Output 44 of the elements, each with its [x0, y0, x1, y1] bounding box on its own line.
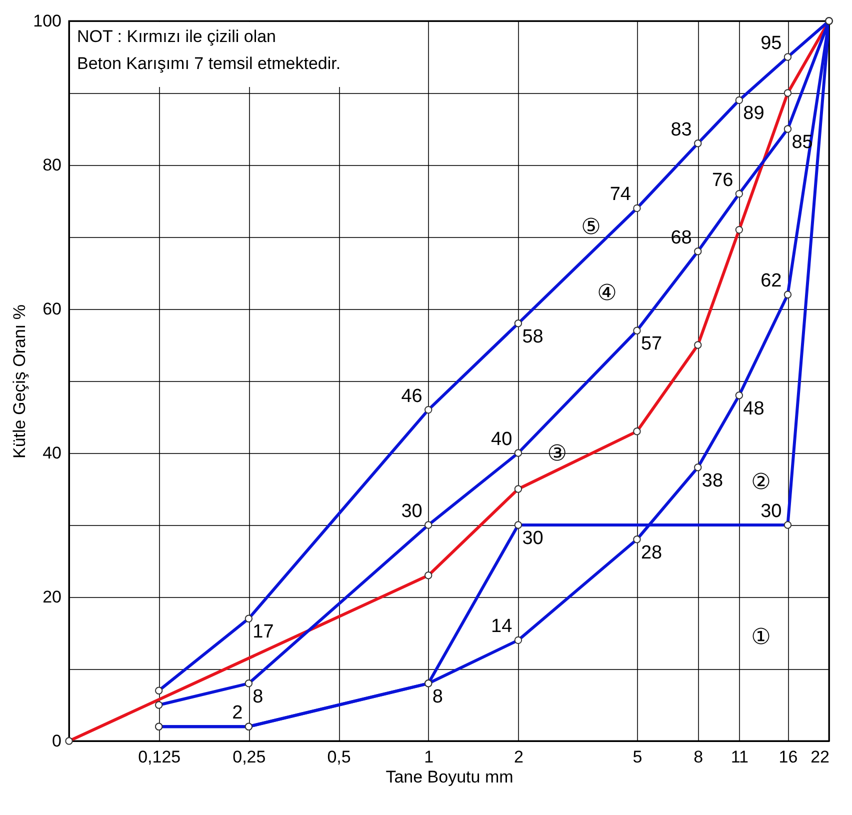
data-label: 8: [252, 686, 264, 708]
data-label: 30: [760, 501, 782, 522]
data-label: 46: [401, 386, 422, 407]
data-label: 38: [702, 470, 724, 492]
x-tick-label: 11: [730, 748, 748, 766]
x-tick-label: 2: [514, 748, 524, 766]
x-tick-label: 0,25: [232, 748, 266, 766]
annotation: ⑤: [581, 215, 601, 240]
data-label: 8: [432, 686, 443, 708]
y-tick-label: 20: [42, 588, 62, 606]
x-tick-label: 16: [778, 748, 798, 766]
x-tick-label: 5: [632, 748, 642, 766]
x-axis-title: Tane Boyutu mm: [386, 768, 514, 786]
y-tick-label: 100: [33, 12, 62, 30]
data-label: 62: [760, 270, 782, 292]
data-label: 76: [712, 170, 734, 191]
y-tick-label: 80: [42, 156, 62, 174]
x-tick-label: 8: [694, 748, 704, 766]
y-tick-label: 60: [42, 300, 62, 318]
data-label: 95: [760, 33, 782, 54]
data-label: 40: [491, 429, 512, 450]
y-tick-label: 40: [42, 444, 62, 462]
data-label: 48: [743, 398, 764, 420]
data-label: 17: [252, 622, 274, 643]
data-label: 30: [522, 528, 544, 549]
y-axis-title: Kütle Geçiş Oranı %: [10, 304, 30, 459]
y-tick-label: 0: [52, 732, 62, 750]
x-tick-label: 0,5: [327, 748, 351, 766]
annotation: ④: [597, 281, 617, 306]
annotation: ①: [751, 625, 771, 650]
data-label: 2: [232, 702, 243, 724]
data-label: 74: [610, 184, 632, 206]
x-tick-label: 0,125: [138, 748, 181, 766]
data-label: 14: [491, 616, 513, 638]
annotation: NOT : Kırmızı ile çizili olan Beton Karışımı 7 temsil etmektedir.: [77, 27, 341, 73]
x-tick-label: 22: [810, 748, 830, 766]
data-label: 57: [640, 334, 662, 355]
data-label: 58: [522, 326, 544, 348]
data-label: 30: [401, 501, 422, 522]
data-label: 83: [670, 119, 692, 140]
x-tick-label: 1: [424, 748, 434, 766]
annotation: ②: [751, 470, 771, 495]
data-label: 28: [640, 542, 662, 564]
data-label: 89: [743, 103, 764, 124]
